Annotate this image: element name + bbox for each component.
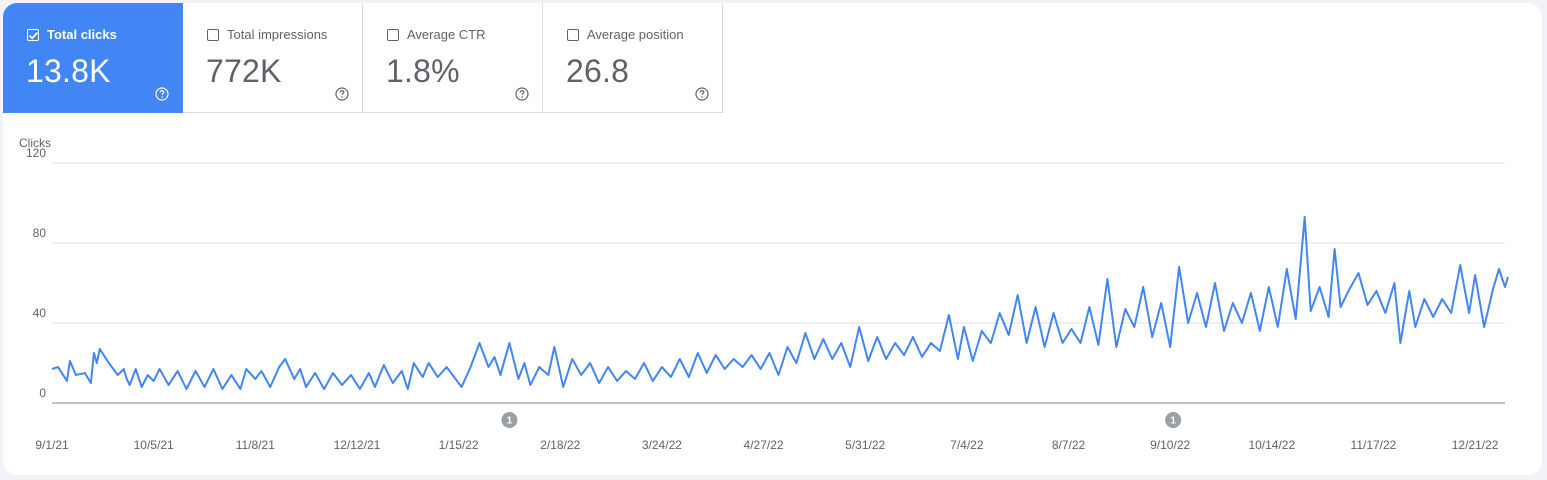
y-tick-label: 80	[33, 226, 47, 240]
x-tick-label: 9/1/21	[35, 438, 69, 452]
metric-card-total-clicks[interactable]: Total clicks 13.8K	[3, 3, 183, 113]
clicks-chart[interactable]: Clicks 0 40 80 120 1 1 9/1/21 10/5/21 11/8/21 1…	[3, 113, 1542, 475]
checkbox-unchecked-icon[interactable]	[567, 29, 579, 41]
performance-panel: Total clicks 13.8K Total impressions 772…	[3, 3, 1542, 475]
x-tick-label: 10/14/22	[1248, 438, 1295, 452]
annotation-badge[interactable]	[501, 412, 518, 428]
x-tick-label: 5/31/22	[845, 438, 885, 452]
annotation-marker[interactable]: 1	[501, 412, 518, 428]
clicks-chart-svg[interactable]: Clicks 0 40 80 120 1 1 9/1/21 10/5/21 11/8/21 1…	[3, 113, 1542, 475]
metric-label: Average position	[587, 27, 684, 42]
annotation-label: 1	[507, 416, 513, 427]
metric-value: 772K	[206, 53, 282, 89]
annotation-badge[interactable]	[1165, 412, 1182, 428]
y-tick-label: 120	[26, 146, 46, 160]
y-axis-title: Clicks	[19, 136, 51, 150]
x-tick-label: 11/17/22	[1351, 438, 1397, 452]
x-tick-label: 12/12/21	[334, 438, 381, 452]
x-tick-label: 10/5/21	[134, 438, 174, 452]
metric-value: 26.8	[566, 53, 630, 89]
x-tick-label: 2/18/22	[540, 438, 580, 452]
metric-cards: Total clicks 13.8K Total impressions 772…	[3, 3, 723, 113]
help-circle-icon[interactable]	[155, 87, 169, 101]
help-circle-icon[interactable]	[335, 87, 349, 101]
y-tick-label: 40	[33, 306, 47, 320]
checkbox-checked-icon[interactable]	[27, 29, 39, 41]
x-tick-label: 11/8/21	[236, 438, 275, 452]
x-tick-label: 4/27/22	[744, 438, 784, 452]
metric-value: 1.8%	[386, 53, 460, 89]
x-tick-label: 9/10/22	[1150, 438, 1190, 452]
help-circle-icon[interactable]	[695, 87, 709, 101]
help-circle-icon[interactable]	[515, 87, 529, 101]
metric-label: Total impressions	[227, 27, 328, 42]
metric-card-average-position[interactable]: Average position 26.8	[543, 3, 723, 113]
annotation-label: 1	[1170, 416, 1176, 427]
y-tick-label: 0	[39, 386, 46, 400]
checkbox-unchecked-icon[interactable]	[387, 29, 399, 41]
metric-card-total-impressions[interactable]: Total impressions 772K	[183, 3, 363, 113]
x-tick-label: 7/4/22	[950, 438, 984, 452]
metric-value: 13.8K	[26, 53, 111, 89]
metric-label: Average CTR	[407, 27, 486, 42]
x-tick-label: 8/7/22	[1052, 438, 1086, 452]
annotation-marker[interactable]: 1	[1165, 412, 1182, 428]
x-tick-label: 12/21/22	[1452, 438, 1499, 452]
checkbox-unchecked-icon[interactable]	[207, 29, 219, 41]
metric-card-average-ctr[interactable]: Average CTR 1.8%	[363, 3, 543, 113]
clicks-series-line[interactable]	[51, 216, 1509, 390]
x-tick-label: 1/15/22	[439, 438, 479, 452]
metric-label: Total clicks	[47, 27, 117, 42]
x-tick-label: 3/24/22	[642, 438, 682, 452]
